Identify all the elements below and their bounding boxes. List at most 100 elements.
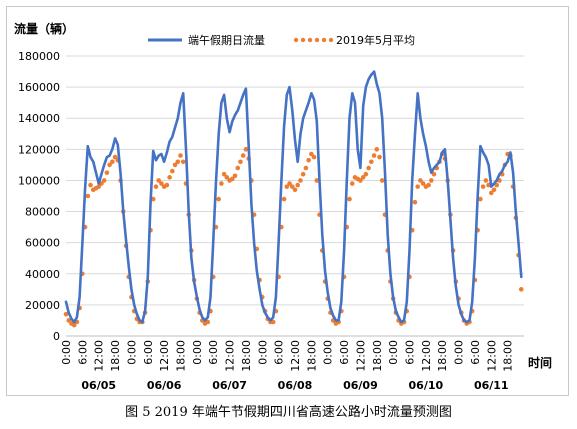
y-axis-title: 流量（辆） [14,21,74,36]
data-point [112,154,118,160]
x-tick-label: 12:00 [158,340,171,372]
y-tick-label: 40000 [25,268,60,281]
data-point [491,187,497,193]
data-point [101,178,107,183]
data-point [88,182,93,188]
data-point [412,199,418,205]
data-point [289,184,295,189]
y-tick-label: 20000 [25,299,60,312]
x-tick-label: 18:00 [436,340,449,372]
data-point [159,181,164,186]
data-point [172,162,178,168]
data-point [309,151,314,157]
data-point [153,184,159,189]
data-point [431,171,437,177]
data-point [518,287,524,292]
data-point [284,184,290,189]
data-point [167,175,172,180]
day-label: 06/10 [409,379,444,392]
data-point [205,319,211,325]
data-point [292,187,298,193]
data-point [178,153,183,158]
legend: 端午假期日流量 2019年5月平均 [148,33,415,47]
day-label: 06/08 [278,379,313,392]
data-point [420,181,426,186]
day-label: 06/07 [212,379,247,392]
x-tick-label: 6:00 [273,340,286,365]
data-point [216,196,221,202]
data-point [71,322,77,328]
data-point [104,170,110,175]
day-label: 06/06 [147,379,182,392]
data-point [170,168,175,174]
data-point [156,178,161,183]
day-label: 06/05 [81,379,116,392]
data-point [107,162,112,168]
x-tick-labels: 0:00 6:00 12:00 18:00 0:00 6:00 12:00 18:00 0:00… [60,340,515,372]
data-point [298,178,303,183]
data-point [366,165,371,171]
x-tick-label: 0:00 [453,340,466,365]
x-tick-label: 12:00 [93,340,106,372]
legend-dot [314,37,320,43]
data-point [287,181,292,186]
data-point [281,196,287,202]
data-point [379,178,385,183]
x-tick-label: 6:00 [207,340,220,365]
data-point [363,171,369,177]
data-point [426,182,431,188]
x-tick-label: 6:00 [76,340,89,365]
data-point [480,184,486,189]
data-point [219,181,224,186]
data-point [306,157,311,163]
data-point [358,178,363,183]
y-tick-label: 160000 [18,81,60,94]
data-point [349,181,355,186]
x-tick-label: 18:00 [305,340,318,372]
x-tick-label: 18:00 [371,340,384,372]
series-holiday-line [64,70,523,324]
y-tick-label: 120000 [18,143,60,156]
data-point [85,193,91,199]
data-point [300,171,306,177]
x-tick-label: 0:00 [387,340,400,365]
data-point [374,147,380,152]
data-point [314,178,320,183]
data-point [494,182,500,188]
x-tick-label: 12:00 [354,340,367,372]
data-point [311,154,317,160]
data-point [415,184,420,189]
x-tick-label: 0:00 [191,340,204,365]
legend-dot [328,37,334,43]
data-point [110,159,115,165]
x-tick-label: 0:00 [256,340,269,365]
legend-dot [300,37,306,43]
y-tick-label: 0 [53,330,60,343]
data-point [180,159,186,165]
data-point [270,319,276,325]
x-tick-label: 0:00 [125,340,138,365]
data-point [377,154,382,160]
x-tick-label: 18:00 [502,340,515,372]
x-tick-label: 18:00 [175,340,188,372]
x-tick-label: 0:00 [322,340,335,365]
legend-swatch-dotted [293,37,334,43]
data-point [418,178,423,183]
data-point [243,147,249,152]
x-tick-label: 6:00 [404,340,417,365]
figure-caption: 图 5 2019 年端午节假期四川省高速公路小时流量预测图 [125,405,452,420]
x-tick-label: 12:00 [289,340,302,372]
data-point [96,184,102,189]
data-point [369,159,374,165]
data-point [478,196,483,202]
data-point [221,171,227,177]
data-point [295,182,301,188]
data-point [175,159,181,165]
data-point [371,153,377,158]
data-point [483,178,489,183]
legend-dot [307,37,313,43]
x-axis-title: 时间 [528,355,552,370]
x-tick-label: 6:00 [338,340,351,365]
